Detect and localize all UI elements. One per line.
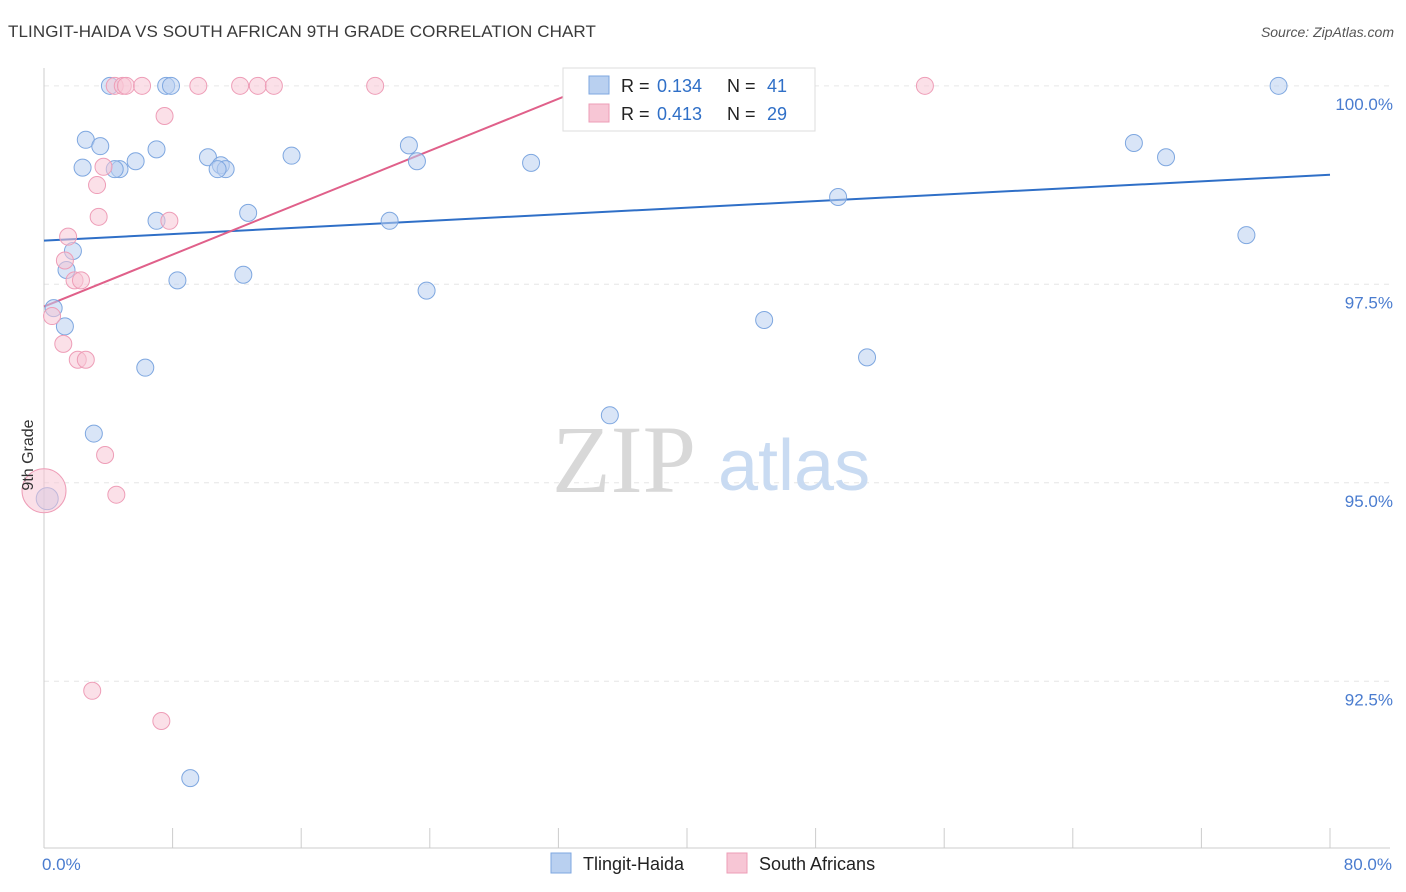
trendlines [43,84,1331,308]
stats-swatch-tlingit [588,75,610,95]
point-south-africans [21,468,67,514]
point-south-africans [88,176,107,195]
point-tlingit-haida [55,317,74,336]
point-south-africans [76,350,95,369]
stats-swatch-south-africans [588,103,610,123]
chart-title: TLINGIT-HAIDA VS SOUTH AFRICAN 9TH GRADE… [8,22,596,41]
point-tlingit-haida [168,271,187,290]
stats-n-value-tlingit: 41 [767,76,787,96]
point-south-africans [96,446,115,464]
point-tlingit-haida [239,203,258,222]
point-south-africans [160,211,179,230]
y-tick-label: 95.0% [1345,492,1393,511]
point-tlingit-haida [161,76,180,95]
point-tlingit-haida [829,187,848,206]
point-south-africans [366,76,385,95]
point-south-africans [89,207,108,226]
point-tlingit-haida [1157,148,1176,167]
point-tlingit-haida [73,158,92,177]
y-tick-label: 97.5% [1345,293,1393,312]
point-tlingit-haida [858,348,877,367]
point-tlingit-haida [126,152,145,171]
point-south-africans [248,76,267,95]
point-tlingit-haida [282,146,301,165]
point-south-africans [264,76,283,95]
point-tlingit-haida [208,160,227,179]
point-south-africans [155,106,174,125]
point-south-africans [94,157,113,176]
point-tlingit-haida [84,424,103,443]
point-south-africans [107,485,126,504]
stats-n-label-south-africans: N = [727,104,756,124]
bottom-legend: Tlingit-Haida South Africans [550,852,875,874]
point-tlingit-haida [181,769,200,788]
point-tlingit-haida [1124,133,1143,152]
stats-legend: R = 0.134 N = 41 R = 0.413 N = 29 [562,67,816,132]
point-south-africans [116,76,135,95]
point-tlingit-haida [522,153,541,172]
point-south-africans [83,681,102,700]
point-tlingit-haida [198,148,217,167]
point-south-africans [152,711,171,730]
point-tlingit-haida [147,140,166,159]
stats-r-value-south-africans: 0.413 [657,104,702,124]
point-tlingit-haida [1269,76,1288,95]
tick-labels: 100.0% 97.5% 95.0% 92.5% 0.0% 80.0% [42,95,1393,874]
point-tlingit-haida [380,211,399,230]
stats-n-label-tlingit: N = [727,76,756,96]
point-tlingit-haida [407,152,426,171]
point-tlingit-haida [600,406,619,425]
point-tlingit-haida [417,281,436,300]
y-tick-label: 100.0% [1335,95,1393,114]
point-south-africans [59,227,78,246]
x-tick-label: 0.0% [42,855,81,874]
legend-swatch-tlingit [550,852,572,874]
point-tlingit-haida [755,311,774,330]
gridlines [44,85,1390,682]
y-tick-label: 92.5% [1345,690,1393,709]
point-tlingit-haida [91,137,110,156]
point-south-africans [189,76,208,95]
point-tlingit-haida [1237,226,1256,245]
legend-swatch-south-africans [726,852,748,874]
watermark-atlas: atlas [718,426,870,506]
point-tlingit-haida [399,136,418,155]
legend-label-south-africans: South Africans [759,854,875,874]
source-label: Source: ZipAtlas.com [1260,24,1394,40]
point-south-africans [71,271,90,290]
legend-label-tlingit: Tlingit-Haida [583,854,685,874]
stats-r-label-south-africans: R = [621,104,650,124]
stats-n-value-south-africans: 29 [767,104,787,124]
point-south-africans [231,76,250,95]
point-south-africans [915,76,934,95]
point-south-africans [55,251,74,270]
stats-r-value-tlingit: 0.134 [657,76,702,96]
x-tick-label: 80.0% [1344,855,1392,874]
point-tlingit-haida [234,265,253,284]
point-tlingit-haida [136,358,155,377]
trendline-tlingit-haida [43,173,1331,242]
watermark-zip: ZIP [552,406,696,513]
axes [43,68,1390,849]
point-south-africans [43,307,62,326]
watermark: ZIP atlas [552,406,870,513]
stats-r-label-tlingit: R = [621,76,650,96]
point-south-africans [133,76,152,95]
y-axis-label: 9th Grade [20,419,37,490]
point-south-africans [54,334,73,353]
trendline-south-africans [43,84,591,308]
data-points [21,76,1288,788]
